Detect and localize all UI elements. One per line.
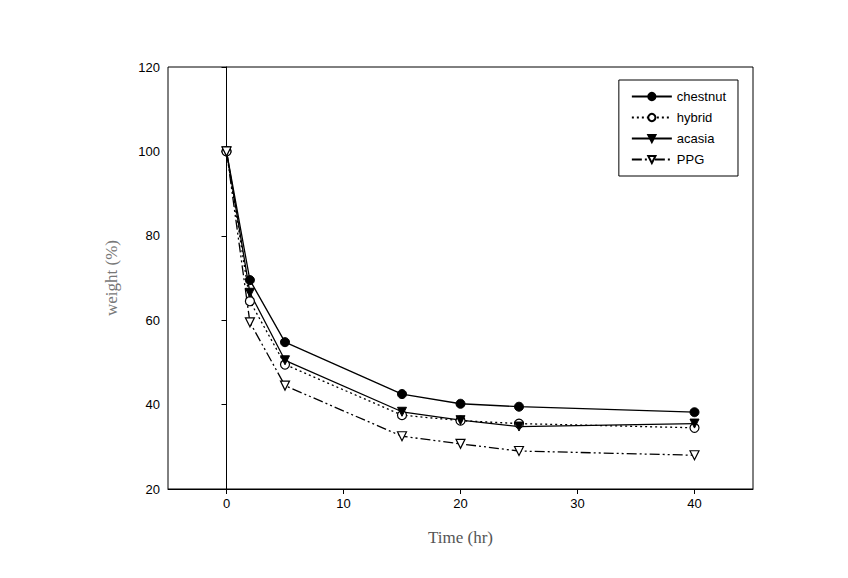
svg-text:30: 30 xyxy=(570,496,584,511)
svg-text:chestnut: chestnut xyxy=(677,89,727,104)
svg-text:120: 120 xyxy=(138,60,160,75)
svg-text:60: 60 xyxy=(146,313,160,328)
svg-text:hybrid: hybrid xyxy=(677,110,712,125)
svg-text:40: 40 xyxy=(687,496,701,511)
svg-text:weight (%): weight (%) xyxy=(102,240,121,316)
svg-text:20: 20 xyxy=(453,496,467,511)
svg-text:0: 0 xyxy=(223,496,230,511)
svg-text:20: 20 xyxy=(146,482,160,497)
svg-text:PPG: PPG xyxy=(677,152,704,167)
svg-text:80: 80 xyxy=(146,228,160,243)
svg-text:acasia: acasia xyxy=(677,131,715,146)
svg-text:40: 40 xyxy=(146,397,160,412)
svg-text:10: 10 xyxy=(336,496,350,511)
svg-text:100: 100 xyxy=(138,144,160,159)
svg-text:Time (hr): Time (hr) xyxy=(428,528,493,547)
